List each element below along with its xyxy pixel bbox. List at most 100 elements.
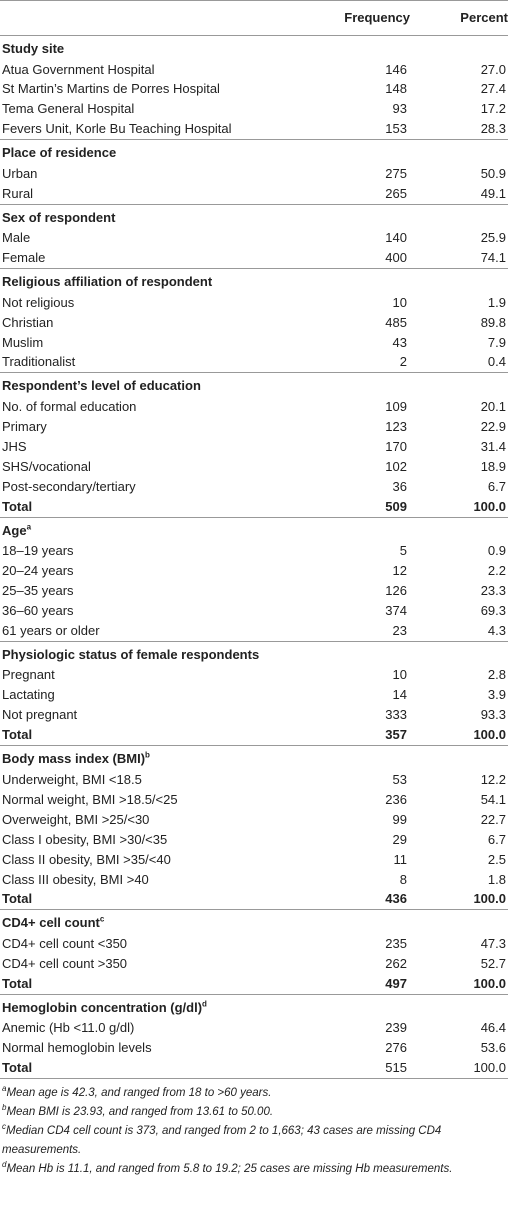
footnote: aMean age is 42.3, and ranged from 18 to… [2, 1084, 508, 1103]
row-percent: 17.2 [480, 101, 506, 117]
row-percent: 6.7 [487, 478, 506, 494]
row-label: Urban [2, 165, 38, 181]
row-percent: 1.9 [487, 294, 506, 310]
table-row: Fevers Unit, Korle Bu Teaching Hospital 1… [0, 119, 508, 139]
section-title-text: Hemoglobin concentration (g/dl) [2, 999, 203, 1015]
section-title-text: Sex of respondent [2, 209, 116, 225]
table-row: Atua Government Hospital 146 27.0 [0, 60, 508, 80]
total-label: Total [2, 727, 33, 743]
row-percent: 54.1 [480, 791, 506, 807]
footnote-marker: b [145, 750, 150, 760]
row-label: Normal hemoglobin levels [2, 1040, 152, 1056]
row-label: 36–60 years [2, 603, 74, 619]
row-frequency: 265 [385, 185, 407, 201]
row-label: Normal weight, BMI >18.5/<25 [2, 791, 178, 807]
row-percent: 28.3 [480, 121, 506, 137]
total-frequency: 436 [385, 891, 407, 907]
table-row: Post-secondary/tertiary 36 6.7 [0, 477, 508, 497]
row-percent: 1.8 [487, 871, 506, 887]
table-row: JHS 170 31.4 [0, 437, 508, 457]
section-title: Agea [0, 516, 508, 542]
row-frequency: 8 [399, 871, 407, 887]
section-title: Place of residence [0, 139, 508, 164]
table-row: Underweight, BMI <18.5 53 12.2 [0, 770, 508, 790]
row-percent: 23.3 [480, 583, 506, 599]
row-frequency: 123 [385, 418, 407, 434]
table-row: St Martin’s Martins de Porres Hospital 14… [0, 79, 508, 99]
total-row: Total 357 100.0 [0, 725, 508, 745]
table-row: Rural 265 49.1 [0, 184, 508, 204]
table-row: No. of formal education 109 20.1 [0, 397, 508, 417]
table-row: 36–60 years 374 69.3 [0, 601, 508, 621]
row-label: Not religious [2, 294, 75, 310]
row-frequency: 146 [385, 61, 407, 77]
total-frequency: 509 [385, 498, 407, 514]
header-label [0, 0, 298, 36]
row-percent: 74.1 [480, 250, 506, 266]
row-label: 18–19 years [2, 543, 74, 559]
row-label: Post-secondary/tertiary [2, 478, 136, 494]
row-percent: 31.4 [480, 438, 506, 454]
footnote: bMean BMI is 23.93, and ranged from 13.6… [2, 1103, 508, 1122]
section-title-text: Religious affiliation of respondent [2, 274, 213, 290]
section-title: Hemoglobin concentration (g/dl)d [0, 993, 508, 1019]
row-percent: 52.7 [480, 955, 506, 971]
row-label: CD4+ cell count >350 [2, 955, 128, 971]
row-frequency: 23 [392, 622, 407, 638]
table-row: 20–24 years 12 2.2 [0, 561, 508, 581]
row-label: Anemic (Hb <11.0 g/dl) [2, 1020, 135, 1036]
section-title: Religious affiliation of respondent [0, 268, 508, 293]
row-frequency: 102 [385, 458, 407, 474]
table-row: Male 140 25.9 [0, 228, 508, 248]
total-percent: 100.0 [473, 498, 506, 514]
row-label: CD4+ cell count <350 [2, 935, 128, 951]
row-label: JHS [2, 438, 27, 454]
section-heading-row: Study site [0, 35, 508, 60]
section-title-text: Place of residence [2, 145, 117, 161]
row-percent: 47.3 [480, 935, 506, 951]
footnote: cMedian CD4 cell count is 373, and range… [2, 1122, 508, 1160]
table-row: Urban 275 50.9 [0, 164, 508, 184]
table-row: Class III obesity, BMI >40 8 1.8 [0, 870, 508, 890]
total-label: Total [2, 498, 33, 514]
row-frequency: 400 [385, 250, 407, 266]
row-frequency: 29 [392, 831, 407, 847]
section-title-text: Body mass index (BMI) [2, 751, 146, 767]
row-frequency: 109 [385, 398, 407, 414]
section-heading-row: Sex of respondent [0, 203, 508, 229]
row-label: Overweight, BMI >25/<30 [2, 811, 150, 827]
table-row: Tema General Hospital 93 17.2 [0, 99, 508, 119]
footnote-text: Median CD4 cell count is 373, and ranged… [2, 1125, 442, 1157]
row-frequency: 170 [385, 438, 407, 454]
row-label: SHS/vocational [2, 458, 91, 474]
table-row: SHS/vocational 102 18.9 [0, 457, 508, 477]
row-percent: 2.2 [487, 563, 506, 579]
total-percent: 100.0 [473, 975, 506, 991]
section-heading-row: Physiologic status of female respondents [0, 640, 508, 666]
table-row: Primary 123 22.9 [0, 417, 508, 437]
row-label: No. of formal education [2, 398, 137, 414]
row-frequency: 10 [392, 294, 407, 310]
footnote-marker: a [26, 522, 32, 532]
table-row: Overweight, BMI >25/<30 99 22.7 [0, 810, 508, 830]
row-frequency: 12 [392, 563, 407, 579]
table-row: Anemic (Hb <11.0 g/dl) 239 46.4 [0, 1018, 508, 1038]
row-frequency: 93 [392, 101, 407, 117]
header-frequency: Frequency [298, 0, 410, 36]
row-percent: 27.4 [480, 81, 506, 97]
row-percent: 20.1 [480, 398, 506, 414]
section-title-text: Respondent’s level of education [2, 378, 201, 394]
row-label: St Martin’s Martins de Porres Hospital [2, 81, 220, 97]
section-heading-row: Agea [0, 516, 508, 542]
section-title: Study site [0, 35, 508, 60]
table-row: Pregnant 10 2.8 [0, 665, 508, 685]
row-frequency: 5 [399, 543, 407, 559]
section-heading-row: Body mass index (BMI)b [0, 745, 508, 770]
footnote-text: Mean BMI is 23.93, and ranged from 13.61… [6, 1106, 274, 1119]
section-heading-row: CD4+ cell countc [0, 909, 508, 934]
footnote-marker: d [202, 999, 207, 1009]
row-percent: 53.6 [480, 1040, 506, 1056]
row-percent: 50.9 [480, 165, 506, 181]
total-row: Total 515 100.0 [0, 1058, 508, 1078]
total-percent: 100.0 [473, 727, 506, 743]
